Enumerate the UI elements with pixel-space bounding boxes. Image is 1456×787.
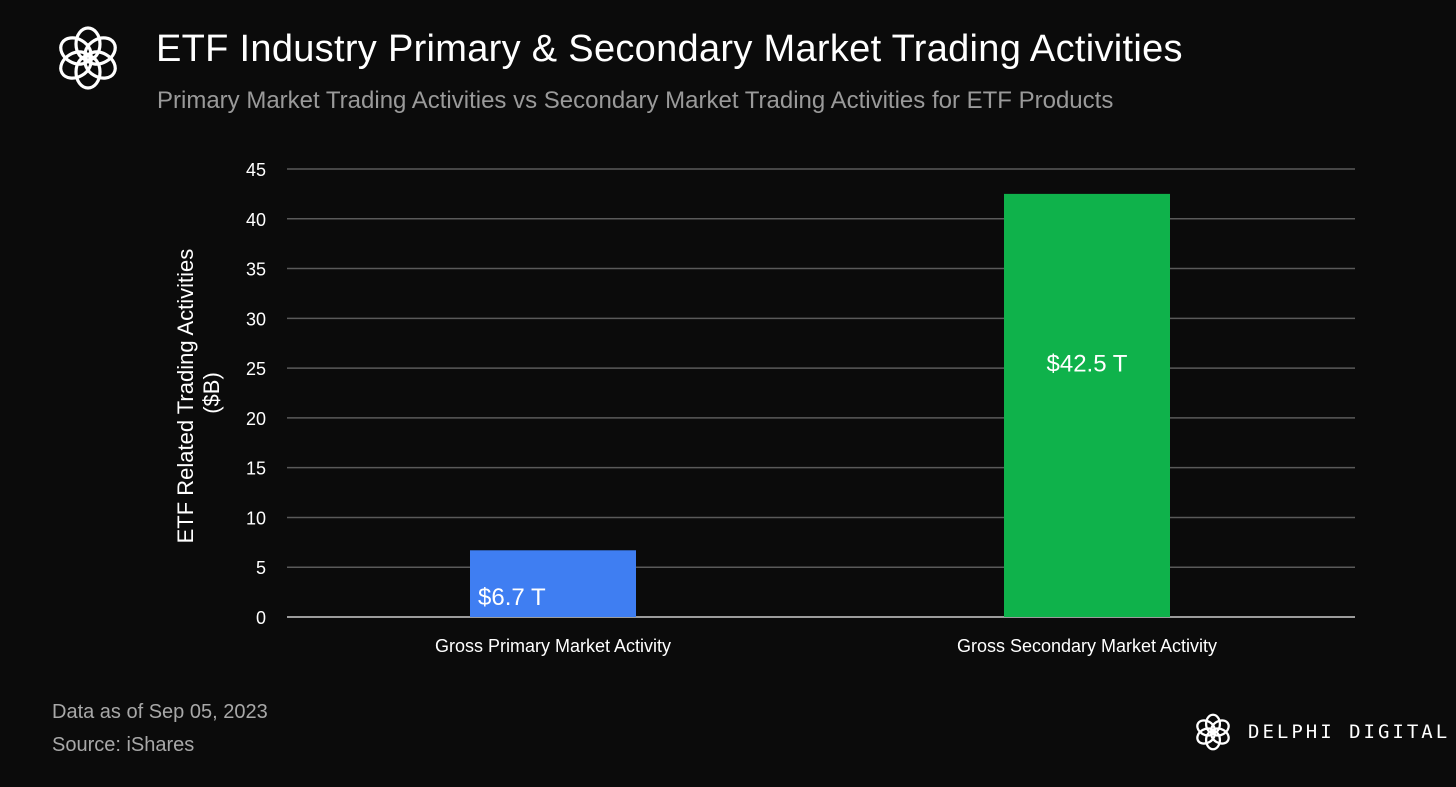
bar (470, 550, 636, 617)
y-tick-label: 35 (246, 260, 266, 280)
y-axis-ticks: 0 5 10 15 20 25 30 35 40 45 (246, 160, 266, 628)
x-axis-ticks: Gross Primary Market Activity Gross Secon… (435, 636, 1217, 656)
y-axis-label: ETF Related Trading Activities ($B) (173, 243, 224, 544)
y-tick-label: 40 (246, 210, 266, 230)
y-tick-label: 45 (246, 160, 266, 180)
y-axis-label-line-1: ETF Related Trading Activities (173, 249, 198, 544)
brand-logo: DELPHI DIGITAL (1190, 708, 1450, 756)
y-axis-label-line-2: ($B) (199, 372, 224, 414)
data-labels: $6.7 T $42.5 T (478, 351, 1128, 611)
chart-subtitle: Primary Market Trading Activities vs Sec… (157, 87, 1114, 114)
data-label: $6.7 T (478, 584, 546, 611)
delphi-logo-icon (59, 26, 117, 90)
y-tick-label: 10 (246, 508, 266, 528)
bars (470, 193, 1170, 617)
y-tick-label: 25 (246, 359, 266, 379)
y-tick-label: 20 (246, 409, 266, 429)
delphi-flower-icon (1196, 713, 1230, 751)
y-tick-label: 15 (246, 459, 266, 479)
x-tick-label: Gross Secondary Market Activity (957, 636, 1217, 656)
y-tick-label: 0 (256, 608, 266, 628)
y-tick-label: 5 (256, 558, 266, 578)
y-tick-label: 30 (246, 309, 266, 329)
data-label: $42.5 T (1047, 351, 1128, 378)
source-note: Source: iShares (52, 734, 195, 756)
chart-title: ETF Industry Primary & Secondary Market … (156, 28, 1183, 70)
gridlines (287, 168, 1355, 618)
x-tick-label: Gross Primary Market Activity (435, 636, 671, 656)
bar (1004, 193, 1170, 617)
data-date-note: Data as of Sep 05, 2023 (52, 701, 268, 723)
brand-name: DELPHI DIGITAL (1248, 721, 1451, 743)
